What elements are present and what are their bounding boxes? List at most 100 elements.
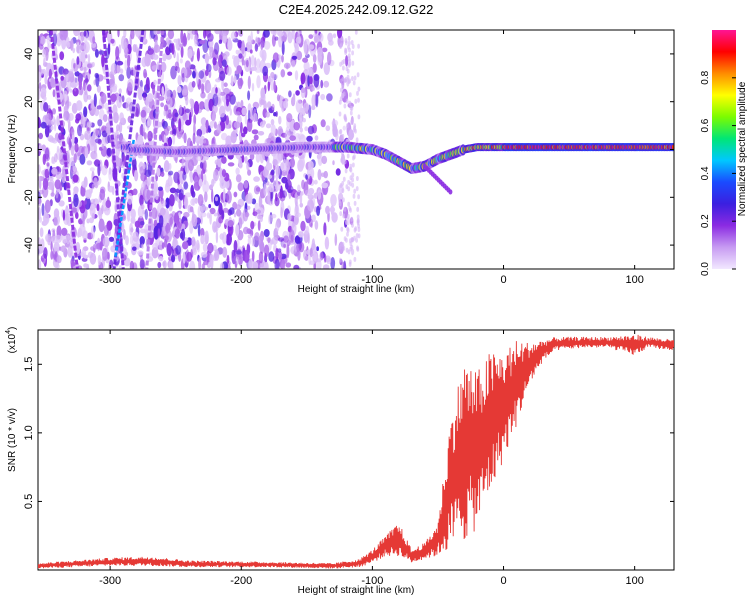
noise-blob xyxy=(280,207,283,219)
noise-blob xyxy=(46,162,50,167)
noise-blob xyxy=(283,100,289,109)
noise-blob xyxy=(313,74,320,88)
noise-blob xyxy=(176,85,182,94)
noise-blob xyxy=(288,90,292,98)
noise-blob xyxy=(251,82,255,92)
noise-blob xyxy=(315,93,319,108)
noise-blob xyxy=(347,40,351,46)
noise-blob xyxy=(206,212,210,219)
noise-blob xyxy=(289,158,295,168)
noise-blob xyxy=(241,154,245,163)
noise-blob xyxy=(40,121,47,129)
noise-blob xyxy=(192,247,197,256)
noise-blob xyxy=(189,98,193,105)
noise-blob xyxy=(142,122,146,133)
noise-blob xyxy=(202,242,208,252)
noise-blob xyxy=(347,56,351,62)
noise-blob xyxy=(200,117,207,126)
noise-blob xyxy=(146,189,151,200)
noise-blob xyxy=(326,257,332,265)
noise-blob xyxy=(350,237,354,243)
noise-blob xyxy=(304,126,309,132)
noise-blob xyxy=(204,191,208,203)
noise-blob xyxy=(212,93,219,107)
noise-blob xyxy=(75,211,79,219)
noise-blob xyxy=(86,62,94,69)
noise-blob xyxy=(350,40,354,45)
noise-blob xyxy=(200,251,208,258)
noise-blob xyxy=(282,158,287,172)
noise-blob xyxy=(185,95,189,106)
noise-blob xyxy=(248,197,253,205)
noise-blob xyxy=(63,90,68,102)
noise-blob xyxy=(295,42,299,53)
spectrogram-x-axis: -300 -200 -100 0 100 xyxy=(99,30,644,286)
noise-blob xyxy=(126,208,131,222)
noise-blob xyxy=(197,223,201,237)
noise-blob xyxy=(152,54,159,60)
noise-blob xyxy=(191,190,196,198)
noise-blob xyxy=(305,74,308,88)
noise-blob xyxy=(165,105,169,119)
noise-blob xyxy=(218,202,223,215)
noise-blob xyxy=(309,175,312,185)
noise-blob xyxy=(241,107,248,116)
noise-blob xyxy=(323,80,330,88)
noise-blob xyxy=(87,251,94,259)
noise-blob xyxy=(180,228,186,241)
noise-blob xyxy=(253,134,259,141)
noise-blob xyxy=(171,254,176,263)
noise-blob xyxy=(291,60,296,68)
noise-blob xyxy=(65,234,71,245)
noise-blob xyxy=(314,35,321,43)
noise-blob xyxy=(306,135,313,142)
noise-blob xyxy=(74,142,79,153)
noise-blob xyxy=(316,205,321,216)
noise-blob xyxy=(317,169,322,181)
noise-blob xyxy=(101,165,108,176)
noise-blob xyxy=(157,186,163,191)
noise-blob xyxy=(273,112,277,117)
noise-blob xyxy=(281,259,286,269)
noise-blob xyxy=(247,90,251,101)
noise-blob xyxy=(171,42,175,55)
noise-blob xyxy=(199,162,204,169)
noise-blob xyxy=(38,132,43,140)
noise-blob xyxy=(153,30,158,35)
noise-blob xyxy=(159,214,164,228)
noise-blob xyxy=(341,60,344,66)
noise-blob xyxy=(284,129,290,141)
noise-blob xyxy=(88,145,95,151)
noise-blob xyxy=(172,89,177,99)
noise-blob xyxy=(139,79,143,89)
noise-blob xyxy=(110,38,115,44)
noise-blob xyxy=(214,159,222,166)
noise-blob xyxy=(60,245,67,253)
noise-blob xyxy=(176,128,183,140)
noise-blob xyxy=(183,132,187,144)
noise-blob xyxy=(352,155,355,161)
noise-blob xyxy=(127,192,133,205)
x-tick-label: -100 xyxy=(361,274,383,286)
noise-blob xyxy=(286,244,290,259)
noise-blob xyxy=(267,80,270,92)
noise-blob xyxy=(247,205,251,210)
noise-blob xyxy=(121,35,127,50)
noise-blob xyxy=(112,104,118,117)
noise-blob xyxy=(244,156,248,164)
x-tick-label: 100 xyxy=(625,575,643,587)
colorbar: 0.0 0.2 0.4 0.6 0.8 Normalized spectral ampl… xyxy=(700,30,748,276)
snr-plot-area xyxy=(38,334,674,569)
noise-blob xyxy=(266,101,272,109)
noise-blob xyxy=(247,109,251,122)
noise-blob xyxy=(66,71,74,77)
x-tick-label: -100 xyxy=(361,575,383,587)
noise-blob xyxy=(127,54,130,69)
noise-blob xyxy=(242,226,249,235)
noise-blob xyxy=(206,82,212,92)
noise-blob xyxy=(305,174,308,180)
noise-blob xyxy=(281,176,288,184)
noise-blob xyxy=(161,242,165,249)
noise-blob xyxy=(199,40,206,45)
noise-blob xyxy=(357,86,361,92)
